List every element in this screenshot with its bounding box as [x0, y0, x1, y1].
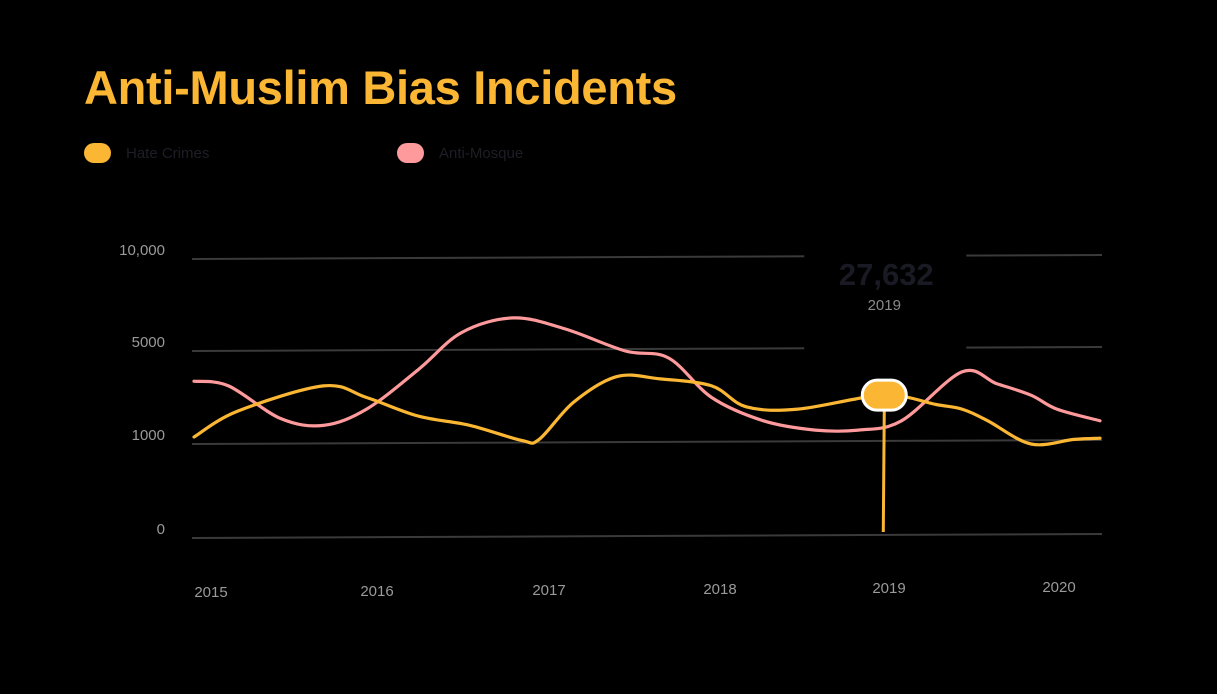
y-axis-ticks: 0 1000 5000 10,000: [119, 242, 165, 538]
tooltip-marker[interactable]: [860, 378, 908, 412]
x-tick-label: 2017: [532, 582, 565, 599]
tooltip-value: 27,632: [839, 257, 934, 292]
series-line-hate-crimes: [192, 373, 1102, 447]
legend-swatch-hate-crimes: [84, 143, 111, 163]
x-tick-label: 2020: [1042, 579, 1075, 596]
y-tick-label: 5000: [132, 334, 165, 351]
legend-label-hate-crimes: Hate Crimes: [126, 144, 210, 162]
legend-item-hate-crimes[interactable]: Hate Crimes: [84, 140, 209, 166]
series-line-anti-mosque: [192, 316, 1102, 433]
grid-line-0: [191, 533, 1103, 539]
y-tick-label: 10,000: [119, 242, 165, 259]
series-lines: [192, 316, 1102, 447]
annotation: 27,632 2019: [804, 240, 967, 533]
x-axis-ticks: 2015 2016 2017 2018 2019 2020: [194, 579, 1075, 601]
legend-item-anti-mosque[interactable]: Anti-Mosque: [397, 140, 523, 166]
y-tick-label: 0: [157, 521, 165, 538]
tooltip-backdrop: [804, 240, 967, 350]
x-tick-label: 2019: [872, 580, 905, 597]
legend-swatch-anti-mosque: [397, 143, 424, 163]
chart-title: Anti-Muslim Bias Incidents: [84, 61, 677, 114]
tooltip-year: 2019: [868, 297, 901, 314]
x-tick-label: 2015: [194, 584, 227, 601]
tooltip-drop-line: [881, 407, 886, 533]
legend-label-anti-mosque: Anti-Mosque: [439, 144, 524, 162]
x-tick-label: 2018: [703, 581, 736, 598]
x-tick-label: 2016: [360, 583, 393, 600]
y-tick-label: 1000: [132, 427, 165, 444]
grid-line-1: [191, 439, 1103, 445]
